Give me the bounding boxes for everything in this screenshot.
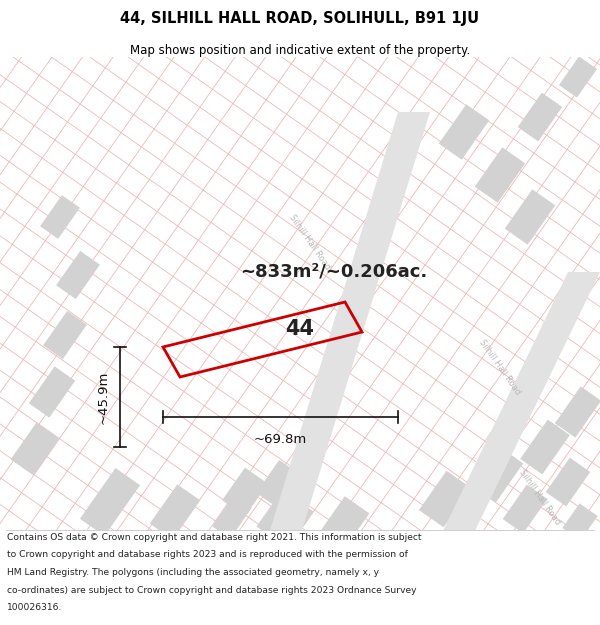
- Polygon shape: [29, 366, 75, 418]
- Text: HM Land Registry. The polygons (including the associated geometry, namely x, y: HM Land Registry. The polygons (includin…: [7, 568, 379, 577]
- Polygon shape: [80, 468, 140, 536]
- Text: 100026316.: 100026316.: [7, 603, 62, 612]
- Text: ~833m²/~0.206ac.: ~833m²/~0.206ac.: [240, 263, 427, 281]
- Text: Silhill Hall Road: Silhill Hall Road: [287, 213, 332, 271]
- Text: 44, SILHILL HALL ROAD, SOLIHULL, B91 1JU: 44, SILHILL HALL ROAD, SOLIHULL, B91 1JU: [121, 11, 479, 26]
- Polygon shape: [559, 56, 597, 98]
- Polygon shape: [56, 251, 100, 299]
- Polygon shape: [11, 422, 59, 476]
- Polygon shape: [212, 495, 252, 539]
- Polygon shape: [562, 503, 598, 541]
- Polygon shape: [150, 484, 200, 540]
- Text: to Crown copyright and database rights 2023 and is reproduced with the permissio: to Crown copyright and database rights 2…: [7, 551, 408, 559]
- Polygon shape: [320, 496, 370, 548]
- Text: Silhill Hall Road: Silhill Hall Road: [478, 338, 523, 396]
- Text: co-ordinates) are subject to Crown copyright and database rights 2023 Ordnance S: co-ordinates) are subject to Crown copyr…: [7, 586, 416, 594]
- Text: Contains OS data © Crown copyright and database right 2021. This information is : Contains OS data © Crown copyright and d…: [7, 533, 422, 542]
- Polygon shape: [43, 311, 87, 359]
- Text: ~69.8m: ~69.8m: [254, 433, 307, 446]
- Polygon shape: [555, 386, 600, 438]
- Polygon shape: [503, 484, 547, 533]
- Text: Map shows position and indicative extent of the property.: Map shows position and indicative extent…: [130, 44, 470, 58]
- Text: 44: 44: [286, 319, 314, 339]
- Polygon shape: [546, 458, 590, 506]
- Polygon shape: [268, 112, 430, 537]
- Polygon shape: [518, 92, 562, 141]
- Polygon shape: [222, 468, 268, 516]
- Text: ~45.9m: ~45.9m: [97, 370, 110, 424]
- Polygon shape: [419, 471, 471, 528]
- Polygon shape: [520, 419, 570, 474]
- Polygon shape: [473, 448, 523, 503]
- Polygon shape: [256, 460, 304, 510]
- Polygon shape: [440, 272, 600, 537]
- Polygon shape: [40, 195, 80, 239]
- Polygon shape: [505, 189, 555, 245]
- Polygon shape: [257, 489, 313, 548]
- Text: Silhill Hall Road: Silhill Hall Road: [518, 468, 562, 526]
- Polygon shape: [439, 104, 489, 160]
- Polygon shape: [475, 148, 525, 202]
